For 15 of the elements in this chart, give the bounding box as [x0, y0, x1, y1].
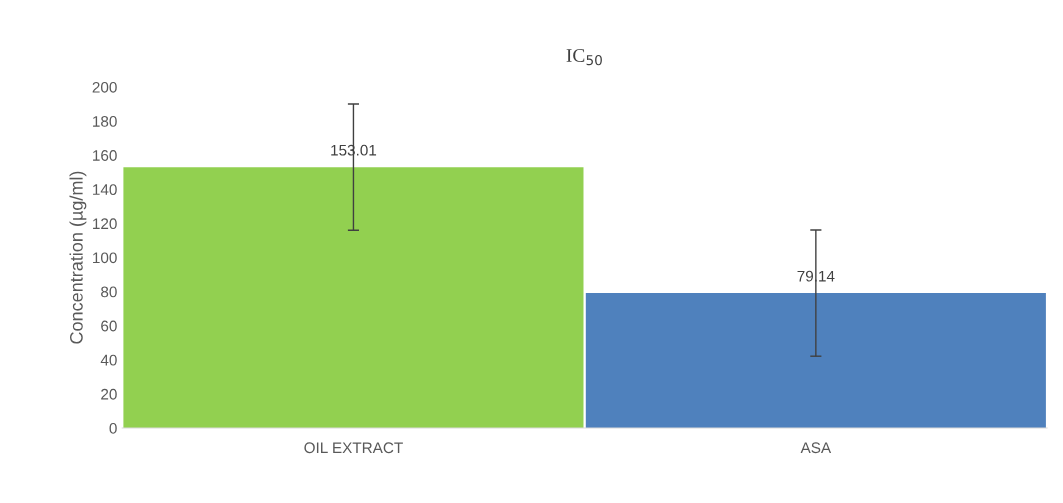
y-tick-label: 180 — [93, 115, 117, 127]
y-tick-label: 100 — [93, 252, 117, 264]
y-tick-label: 40 — [100, 354, 117, 366]
chart-title: IC$_{50}$ — [566, 48, 602, 66]
y-tick-label: 60 — [101, 320, 117, 332]
y-tick-label: 120 — [93, 218, 117, 230]
x-tick-label: OIL EXTRACT — [304, 442, 403, 454]
x-tick-label: ASA — [800, 442, 832, 454]
y-tick-label: 160 — [93, 150, 117, 161]
y-axis-title: Concentration (µg/ml) — [69, 171, 87, 344]
y-tick-label: 80 — [101, 286, 117, 298]
y-tick-label: 200 — [92, 81, 117, 93]
y-tick-label: 140 — [93, 184, 117, 196]
y-tick-label: 0 — [109, 422, 117, 434]
y-tick-label: 20 — [101, 388, 117, 400]
